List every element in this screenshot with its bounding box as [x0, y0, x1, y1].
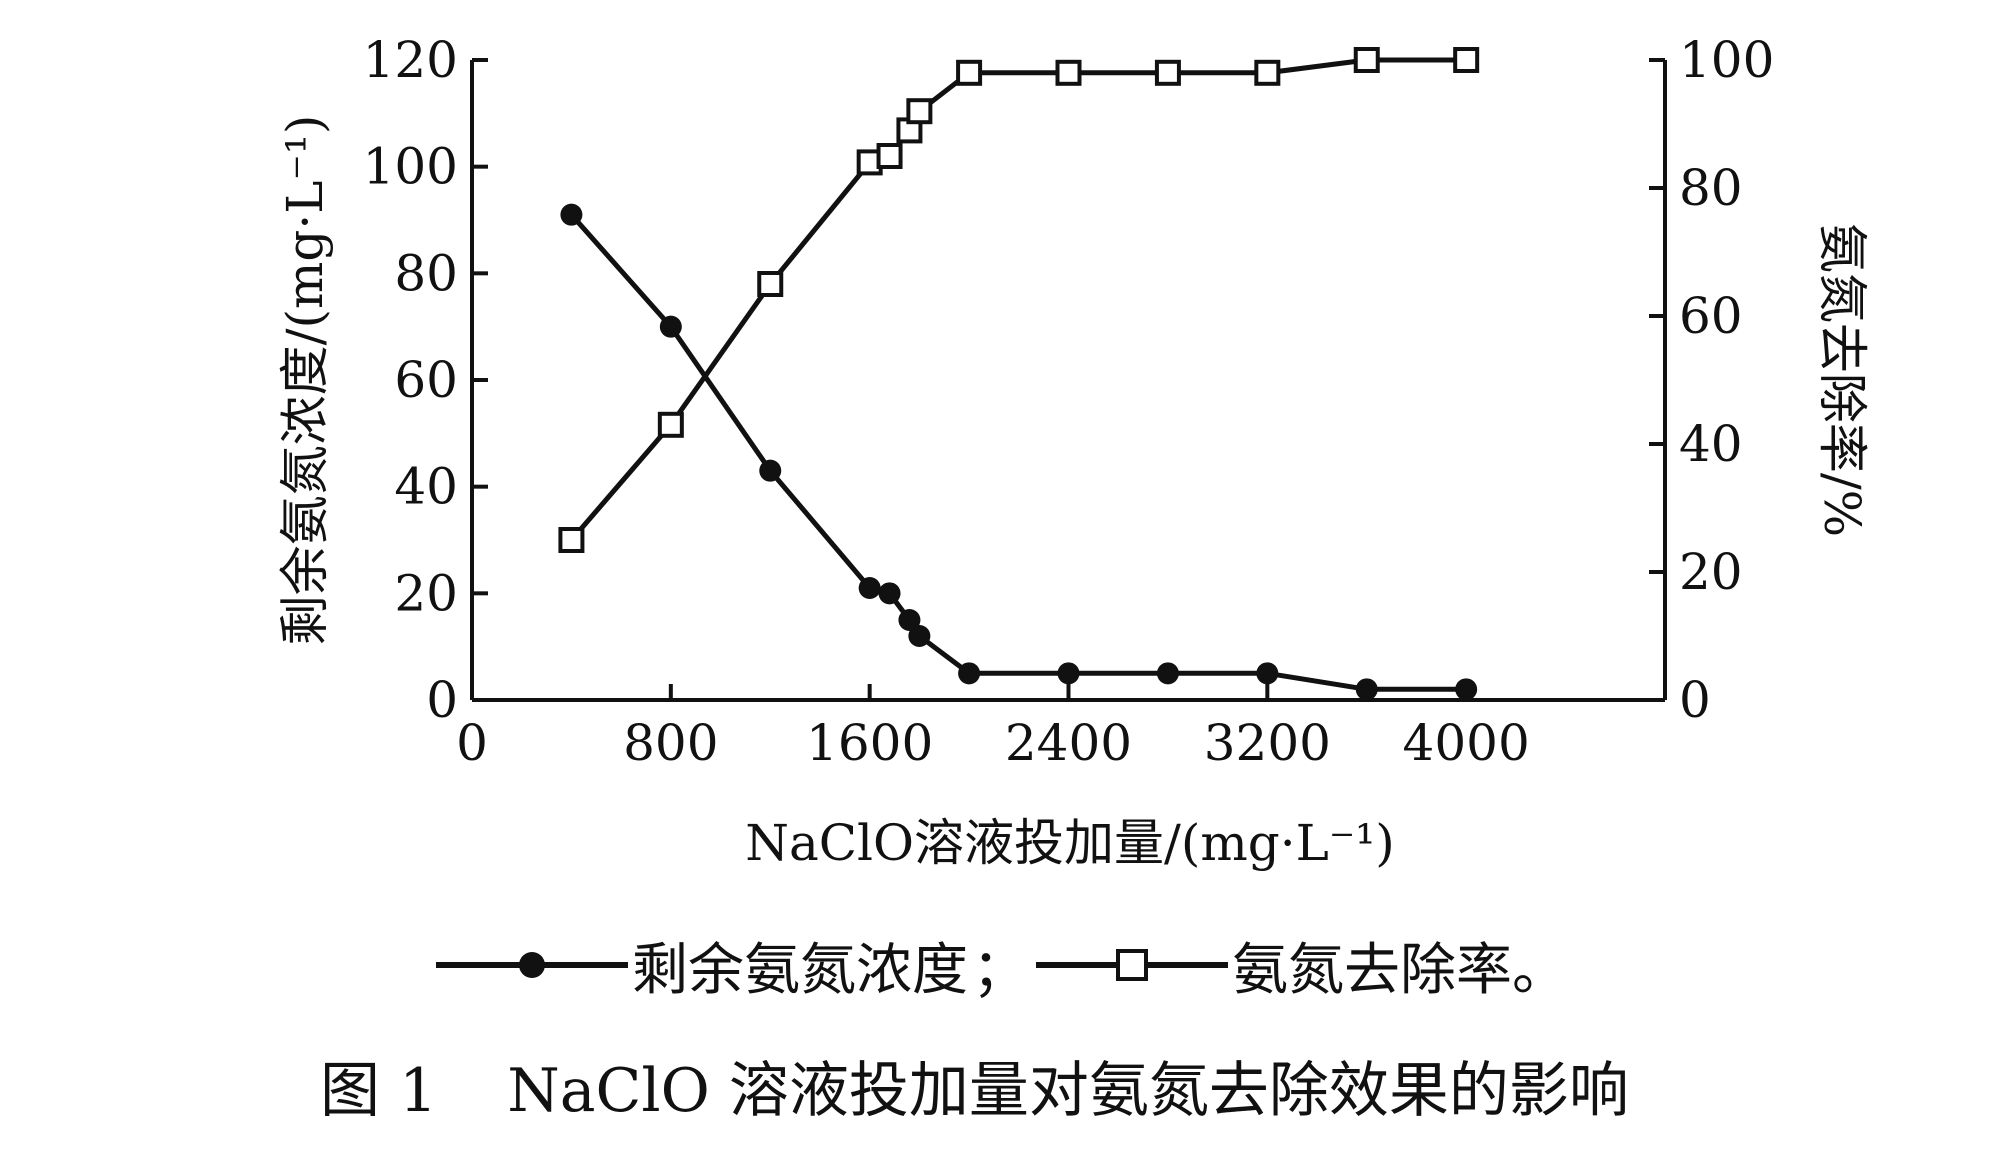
x-tick-label: 0: [456, 714, 488, 772]
series-2-point: [1254, 59, 1281, 86]
y-right-tick-label: 80: [1679, 159, 1743, 217]
y-axis-right-title: 氨氮去除率/%: [1813, 223, 1871, 537]
legend-series1-marker-icon: [436, 952, 628, 978]
series-markers: [558, 47, 1480, 701]
x-axis-title: NaClO溶液投加量/(mg·L⁻¹): [745, 814, 1395, 872]
x-tick-label: 2400: [1005, 714, 1132, 772]
tick-labels: 0 800 1600 2400 3200 4000 0 20 40 60 80 100 120 0 20 40…: [363, 31, 1775, 772]
series-2-point: [1154, 59, 1181, 86]
series-1-point: [908, 625, 931, 647]
series-2-point: [757, 271, 784, 297]
y-left-tick-label: 100: [363, 138, 458, 196]
series-1-line: [569, 213, 1467, 692]
y-right-tick-label: 20: [1679, 543, 1743, 601]
series-2-point: [876, 143, 903, 169]
legend-separator: ；: [972, 937, 1028, 1003]
series-2-point: [1353, 47, 1380, 73]
y-left-tick-label: 120: [363, 31, 458, 89]
series-1-point: [560, 203, 583, 226]
series-2-point: [558, 527, 585, 553]
figure-caption-text: NaClO 溶液投加量对氨氮去除效果的影响: [507, 1055, 1629, 1126]
series-2-point: [1453, 47, 1480, 73]
series-lines: [569, 57, 1467, 692]
x-tick-label: 800: [623, 714, 718, 772]
series-2-point: [956, 59, 983, 86]
y-left-tick-label: 40: [394, 458, 458, 516]
series-2-point: [657, 411, 684, 438]
legend-series2-label: 氨氮去除率: [1232, 937, 1512, 1003]
series-2-point: [906, 98, 933, 125]
series-1-point: [1256, 662, 1279, 685]
figure-caption-number: 图 1: [320, 1055, 438, 1126]
y-left-tick-label: 60: [394, 351, 458, 409]
legend-series2-marker-icon: [1036, 949, 1228, 981]
y-right-tick-label: 100: [1679, 31, 1774, 89]
y-axis-left-title: 剩余氨氮浓度/(mg·L⁻¹): [276, 115, 334, 646]
series-1-point: [958, 662, 981, 685]
legend: 剩余氨氮浓度 ； 氨氮去除率 。: [432, 920, 1568, 1010]
y-left-tick-label: 80: [394, 244, 458, 302]
series-1-point: [1156, 662, 1179, 685]
y-left-tick-label: 20: [394, 564, 458, 622]
y-left-tick-label: 0: [426, 671, 458, 729]
ticks: [470, 58, 1665, 702]
series-1-point: [898, 609, 921, 631]
series-2-line: [569, 57, 1467, 542]
series-1-point: [878, 582, 901, 605]
series-1-point: [858, 577, 881, 599]
y-right-tick-label: 60: [1679, 287, 1743, 345]
legend-series1-label: 剩余氨氮浓度: [632, 937, 968, 1003]
x-tick-label: 3200: [1204, 714, 1331, 772]
series-1-point: [1355, 678, 1378, 701]
x-tick-label: 4000: [1403, 714, 1530, 772]
chart: 0 800 1600 2400 3200 4000 0 20 40 60 80 100 120 0 20 40…: [276, 31, 1871, 872]
series-1-point: [659, 315, 682, 338]
series-2-point: [1055, 59, 1082, 86]
series-1-point: [1057, 662, 1080, 685]
y-right-tick-label: 40: [1679, 415, 1743, 473]
y-right-tick-label: 0: [1679, 671, 1711, 729]
series-1-point: [759, 459, 782, 482]
figure-caption: 图 1 NaClO 溶液投加量对氨氮去除效果的影响: [320, 1040, 1629, 1130]
series-1-point: [1455, 678, 1478, 701]
legend-end-mark: 。: [1512, 937, 1568, 1003]
x-tick-label: 1600: [806, 714, 933, 772]
axes: [470, 60, 1667, 702]
